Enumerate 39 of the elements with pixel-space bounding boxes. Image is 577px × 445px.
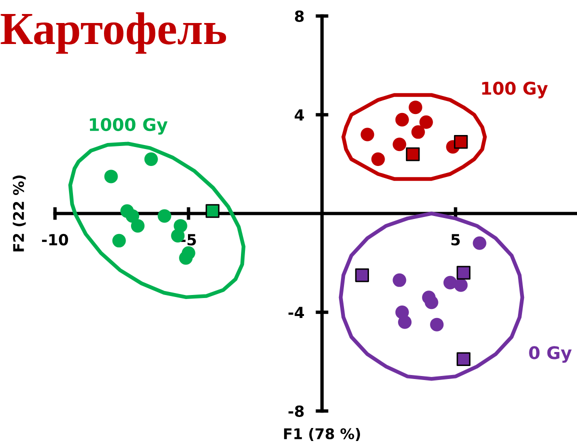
y-tick-label: -8 — [288, 405, 304, 418]
point — [112, 234, 126, 248]
point — [454, 278, 468, 292]
x-axis-title: F1 (78 %) — [284, 428, 360, 441]
point — [392, 138, 406, 152]
point — [406, 147, 420, 162]
y-tick-label: 8 — [294, 10, 304, 22]
y-axis-title: F2 (22 %) — [12, 176, 26, 252]
point — [408, 100, 422, 114]
y-tick-label: -4 — [288, 306, 304, 318]
chart-title: Картофель — [0, 12, 226, 54]
point — [456, 352, 470, 366]
y-tick-label: 4 — [294, 109, 304, 121]
point — [144, 152, 158, 166]
point — [472, 236, 486, 250]
point — [179, 251, 193, 265]
point — [419, 115, 433, 129]
point — [104, 170, 118, 184]
series-label: 100 Gy — [482, 82, 548, 98]
point — [206, 204, 220, 218]
point — [158, 209, 172, 223]
point — [371, 152, 385, 166]
point — [131, 219, 145, 233]
point — [398, 315, 412, 329]
point — [424, 296, 438, 310]
point — [456, 266, 470, 280]
point — [411, 125, 425, 139]
series-label: 0 Gy — [529, 346, 572, 363]
x-tick-label: 5 — [451, 234, 460, 246]
point — [392, 273, 406, 287]
x-tick-label: -10 — [42, 234, 68, 246]
x-tick-label: -5 — [180, 234, 196, 246]
point — [395, 112, 409, 126]
point — [355, 268, 369, 282]
point — [430, 318, 444, 332]
point — [454, 135, 468, 149]
series-label: 1000 Gy — [90, 118, 168, 135]
point — [126, 209, 140, 223]
point — [360, 128, 374, 142]
